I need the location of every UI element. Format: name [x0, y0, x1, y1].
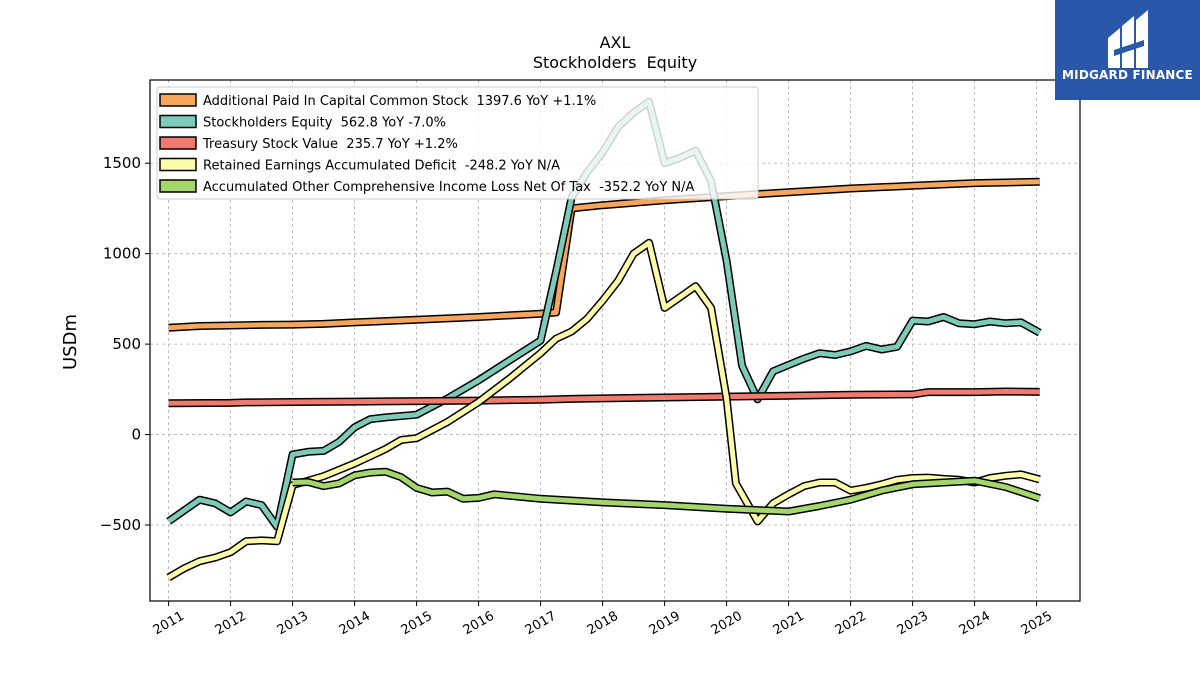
legend-box [156, 86, 759, 200]
series-line-1 [168, 177, 1040, 332]
x-tick-label: 2014 [337, 609, 373, 639]
midgard-finance-logo: MIDGARD FINANCE [1055, 0, 1200, 100]
x-tick-label: 2018 [585, 609, 621, 639]
legend-label: Retained Earnings Accumulated Deficit -2… [203, 159, 560, 174]
legend-swatch [159, 136, 197, 150]
x-tick-label: 2025 [1019, 609, 1055, 639]
plot-frame [149, 79, 1081, 602]
x-tick-label: 2013 [275, 609, 311, 639]
x-tick-label: 2016 [461, 609, 497, 639]
midgard-logo-icon [1108, 10, 1148, 68]
legend-item: Retained Earnings Accumulated Deficit -2… [159, 157, 560, 174]
logo-text: MIDGARD FINANCE [1062, 68, 1193, 82]
series-stroke [168, 179, 1040, 331]
legend: Additional Paid In Capital Common Stock … [156, 86, 759, 200]
x-tick-label: 2011 [151, 609, 187, 639]
legend-label: Stockholders Equity 562.8 YoY -7.0% [203, 116, 446, 131]
legend-label: Accumulated Other Comprehensive Income L… [203, 180, 694, 195]
y-tick-label: 1000 [103, 245, 141, 263]
chart-subtitle: Stockholders Equity [533, 53, 697, 72]
x-tick-label: 2019 [647, 609, 683, 639]
series-outline [166, 238, 1041, 581]
legend-swatch [159, 157, 197, 172]
series-stroke [168, 389, 1040, 406]
legend-item: Stockholders Equity 562.8 YoY -7.0% [159, 114, 446, 131]
x-tick-label: 2024 [957, 609, 993, 639]
y-tick-label: 500 [112, 335, 141, 353]
x-tick-label: 2022 [833, 609, 869, 639]
x-tick-label: 2020 [709, 609, 745, 639]
x-tick-label: 2021 [771, 609, 807, 639]
legend-item: Additional Paid In Capital Common Stock … [159, 93, 596, 109]
y-tick-label: −500 [100, 516, 141, 534]
legend-swatch [159, 114, 197, 129]
legend-label: Treasury Stock Value 235.7 YoY +1.2% [202, 137, 458, 152]
y-axis-label: USDm [60, 314, 81, 370]
y-tick-label: 1500 [103, 154, 141, 172]
series-line-3 [168, 387, 1040, 408]
x-tick-label: 2023 [895, 609, 931, 639]
legend-label: Additional Paid In Capital Common Stock … [203, 94, 596, 109]
x-tick-label: 2017 [523, 609, 559, 639]
legend-swatch [159, 93, 197, 107]
chart-title: AXL [600, 33, 631, 52]
series-line-5 [292, 467, 1041, 516]
legend-item: Accumulated Other Comprehensive Income L… [159, 179, 694, 195]
series-line-4 [166, 238, 1041, 581]
series-stroke [292, 469, 1041, 514]
legend-swatch [159, 179, 197, 193]
x-tick-label: 2015 [399, 609, 435, 639]
legend-item: Treasury Stock Value 235.7 YoY +1.2% [159, 136, 458, 152]
x-tick-label: 2012 [213, 609, 249, 639]
y-tick-label: 0 [131, 426, 141, 444]
